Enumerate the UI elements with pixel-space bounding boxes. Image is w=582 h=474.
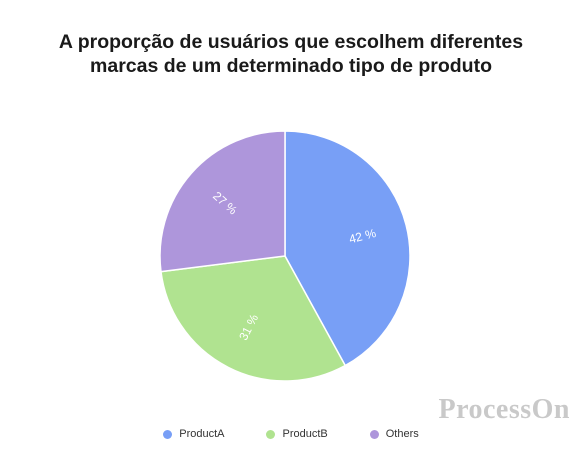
legend-marker-producta (163, 429, 173, 439)
pie-label-producta: 42 % (347, 226, 377, 246)
pie-slice-productb[interactable] (160, 255, 347, 382)
legend-label-productb: ProductB (282, 428, 328, 440)
chart-title: A proporção de usuários que escolhem dif… (0, 30, 582, 78)
chart-title-line-2: marcas de um determinado tipo de produto (90, 55, 492, 77)
legend-item-productb[interactable]: ProductB (266, 428, 328, 440)
legend-item-producta[interactable]: ProductA (163, 428, 224, 440)
legend-item-others[interactable]: Others (369, 428, 419, 440)
legend-label-producta: ProductA (179, 428, 225, 440)
legend-marker-productb (266, 429, 276, 439)
chart-title-line-1: A proporção de usuários que escolhem dif… (58, 31, 524, 53)
pie-slice-producta[interactable] (284, 130, 411, 367)
chart-legend: ProductA ProductB Others (0, 428, 582, 440)
pie-slice-others[interactable] (159, 130, 286, 273)
legend-label-others: Others (385, 428, 419, 440)
legend-marker-others (369, 429, 379, 439)
processon-watermark: ProcessOn (438, 394, 570, 425)
